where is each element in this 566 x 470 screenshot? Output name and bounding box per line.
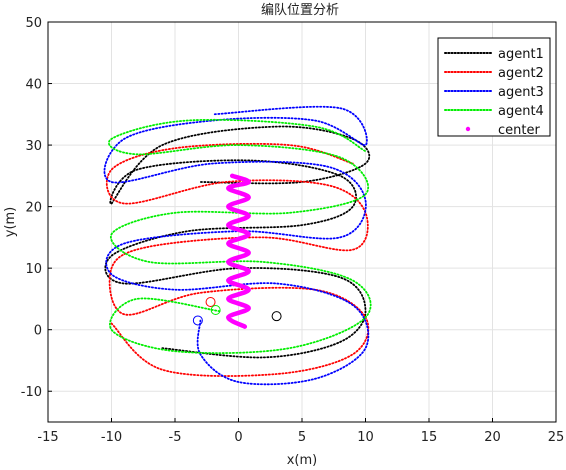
x-tick-label: 10 [357, 430, 374, 445]
legend-label-agent4: agent4 [498, 104, 544, 119]
y-tick-label: 40 [25, 78, 42, 93]
x-tick-label: -15 [37, 430, 58, 445]
x-tick-label: 5 [298, 430, 306, 445]
y-tick-label: 10 [25, 262, 42, 277]
y-tick-label: 0 [34, 324, 42, 339]
x-tick-label: 20 [484, 430, 501, 445]
legend-label-center: center [498, 123, 540, 138]
agent3-trajectory [103, 105, 370, 386]
y-tick-label: -10 [21, 385, 42, 400]
agent4-start-marker [210, 305, 221, 315]
legend-box [437, 37, 551, 137]
x-tick-label: -5 [169, 430, 182, 445]
agent4-trajectory [108, 118, 372, 354]
x-tick-label: -10 [101, 430, 122, 445]
legend-label-agent2: agent2 [498, 66, 544, 81]
agent2-start-marker [205, 297, 216, 307]
center-path [226, 173, 251, 329]
chart-title: 编队位置分析 [261, 3, 339, 18]
legend-label-agent3: agent3 [498, 85, 544, 100]
series-layer [103, 105, 372, 386]
y-axis-label: y(m) [3, 207, 18, 238]
x-tick-label: 0 [234, 430, 242, 445]
x-tick-label: 25 [548, 430, 565, 445]
y-tick-label: 20 [25, 201, 42, 216]
x-axis-label: x(m) [287, 453, 318, 468]
legend: agent1 agent2 agent3 agent4 center [437, 37, 551, 138]
agent3-start-marker [192, 315, 203, 326]
agent1-start-marker [271, 311, 282, 322]
agent2-trajectory [105, 142, 370, 377]
agent1-trajectory [104, 125, 371, 359]
legend-label-agent1: agent1 [498, 47, 544, 62]
legend-marker-center [465, 126, 471, 132]
y-tick-label: 50 [25, 16, 42, 31]
x-tick-label: 15 [421, 430, 438, 445]
ticks: -15 -10 -5 0 5 10 15 20 25 -10 0 10 20 30 40 50 [21, 16, 565, 445]
y-tick-label: 30 [25, 139, 42, 154]
